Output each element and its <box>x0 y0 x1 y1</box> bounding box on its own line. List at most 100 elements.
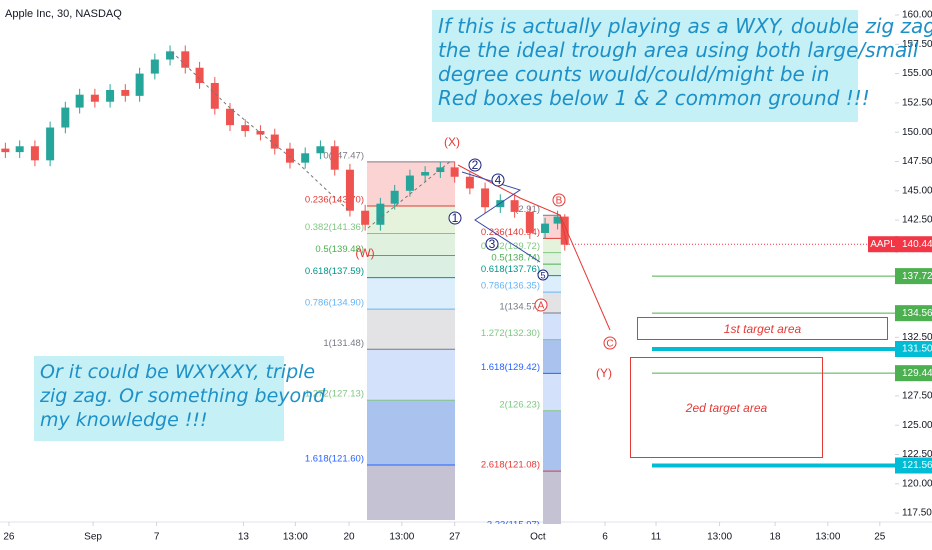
x-tick-label: 13:00 <box>707 532 732 543</box>
wave-circle <box>552 193 566 207</box>
candle-body <box>90 94 99 102</box>
wave-circle <box>603 336 617 350</box>
y-tick-label: 160.00 <box>902 10 932 21</box>
price-level-tag <box>895 268 932 285</box>
x-tick-label: 13:00 <box>815 532 840 543</box>
fib-band <box>367 277 455 310</box>
y-tick-label: 142.50 <box>902 215 932 226</box>
candle-body <box>61 107 70 128</box>
fib-band <box>367 255 455 278</box>
candle-body <box>553 216 562 224</box>
y-tick-label: 117.50 <box>902 508 932 519</box>
x-tick-label: 27 <box>449 532 461 543</box>
x-tick-label: 26 <box>3 532 15 543</box>
wave-circle <box>491 173 505 187</box>
fib-band <box>543 275 561 293</box>
candle-body <box>256 131 265 135</box>
wave-label: C <box>606 339 613 350</box>
x-tick-label: 13:00 <box>283 532 308 543</box>
fib-band <box>367 465 455 520</box>
candle-body <box>510 200 519 212</box>
x-tick-label: 18 <box>770 532 782 543</box>
chart-title: Apple Inc, 30, NASDAQ <box>5 8 122 20</box>
fib-label: 0(147.47) <box>323 150 364 161</box>
y-tick-label: 147.50 <box>902 156 932 167</box>
y-tick-label: 152.50 <box>902 98 932 109</box>
fib-label: 0.618(137.76) <box>481 264 540 275</box>
dashed-trend <box>171 51 351 213</box>
fib-label: 1.272(127.13) <box>305 389 364 400</box>
candle-body <box>121 90 130 96</box>
dashed-trend <box>367 159 453 229</box>
fib-band <box>543 520 561 524</box>
fib-label: (2.91) <box>515 204 540 215</box>
fib-label: 1(131.48) <box>323 338 364 349</box>
candle-body <box>481 188 490 208</box>
note-top: If this is actually playing as a WXY, do… <box>432 10 932 122</box>
candle-body <box>75 94 84 108</box>
wave-label: (X) <box>444 135 460 149</box>
candle-body <box>361 210 370 225</box>
x-tick-label: 7 <box>154 532 160 543</box>
y-tick-label: 157.50 <box>902 39 932 50</box>
candle-body <box>465 176 474 189</box>
fib-label: 2(126.23) <box>499 399 540 410</box>
wave-circle <box>537 269 549 281</box>
y-tick-label: 145.00 <box>902 185 932 196</box>
wave-label: 2 <box>472 158 479 172</box>
candle-body <box>46 127 55 161</box>
fib-label: 1.272(132.30) <box>481 328 540 339</box>
candle-body <box>181 51 190 68</box>
y-tick-label: 150.00 <box>902 127 932 138</box>
x-tick-label: 25 <box>874 532 886 543</box>
y-tick-label: 127.50 <box>902 391 932 402</box>
price-level-tag <box>895 305 932 322</box>
x-tick-label: 13 <box>238 532 250 543</box>
candle-body <box>195 67 204 83</box>
candle-body <box>405 175 414 191</box>
x-tick-label: 6 <box>602 532 608 543</box>
fib-label: 0.786(134.90) <box>305 298 364 309</box>
fib-band <box>543 252 561 265</box>
note-line: If this is actually playing as a WXY, do… <box>438 14 932 38</box>
y-tick-label: 155.00 <box>902 68 932 79</box>
last-price-label: 140.44 <box>902 239 932 250</box>
price-level-label: 131.50 <box>902 344 932 355</box>
fib-band <box>543 410 561 472</box>
candle-body <box>1 148 10 153</box>
wave-label: 5 <box>540 270 545 280</box>
wave-label: B <box>556 196 563 207</box>
price-level-label: 129.44 <box>902 368 932 379</box>
target-box: 1st target area <box>637 317 888 340</box>
x-tick-label: 13:00 <box>389 532 414 543</box>
wave-circle <box>468 158 482 172</box>
fib-label: 1(134.57) <box>499 302 540 313</box>
price-level-label: 137.72 <box>902 271 932 282</box>
candle-body <box>301 153 310 163</box>
fib-label: 0.786(136.35) <box>481 281 540 292</box>
x-tick-label: 20 <box>343 532 355 543</box>
wave-label: 4 <box>495 173 502 187</box>
fib-band <box>543 264 561 276</box>
fib-label: 1.618(121.60) <box>305 454 364 465</box>
fib-label: 3.23(115.97) <box>487 520 540 531</box>
wave-lines: 1 2 3 4 5 A B C (X) (W) (Y) <box>171 51 617 380</box>
symbol-label: AAPL <box>870 239 896 250</box>
note-line: the the ideal trough area using both lar… <box>438 38 919 62</box>
fib-label: 0.5(139.48) <box>315 244 364 255</box>
x-tick-label: Oct <box>530 532 546 543</box>
candle-body <box>330 146 339 170</box>
fib-label: 0.382(139.72) <box>481 241 540 252</box>
wave-label: (W) <box>355 246 374 260</box>
candle-body <box>390 190 399 204</box>
candle-body <box>421 172 430 176</box>
fib-label: 0.618(137.59) <box>305 266 364 277</box>
fib-label: 0.236(143.70) <box>305 195 364 206</box>
fib-band <box>543 238 561 253</box>
note-line: Red boxes below 1 & 2 common ground !!! <box>438 86 870 110</box>
blue-trend <box>461 171 541 263</box>
fib-band <box>543 313 561 340</box>
candle-body <box>166 51 175 60</box>
candle-body <box>15 146 24 153</box>
